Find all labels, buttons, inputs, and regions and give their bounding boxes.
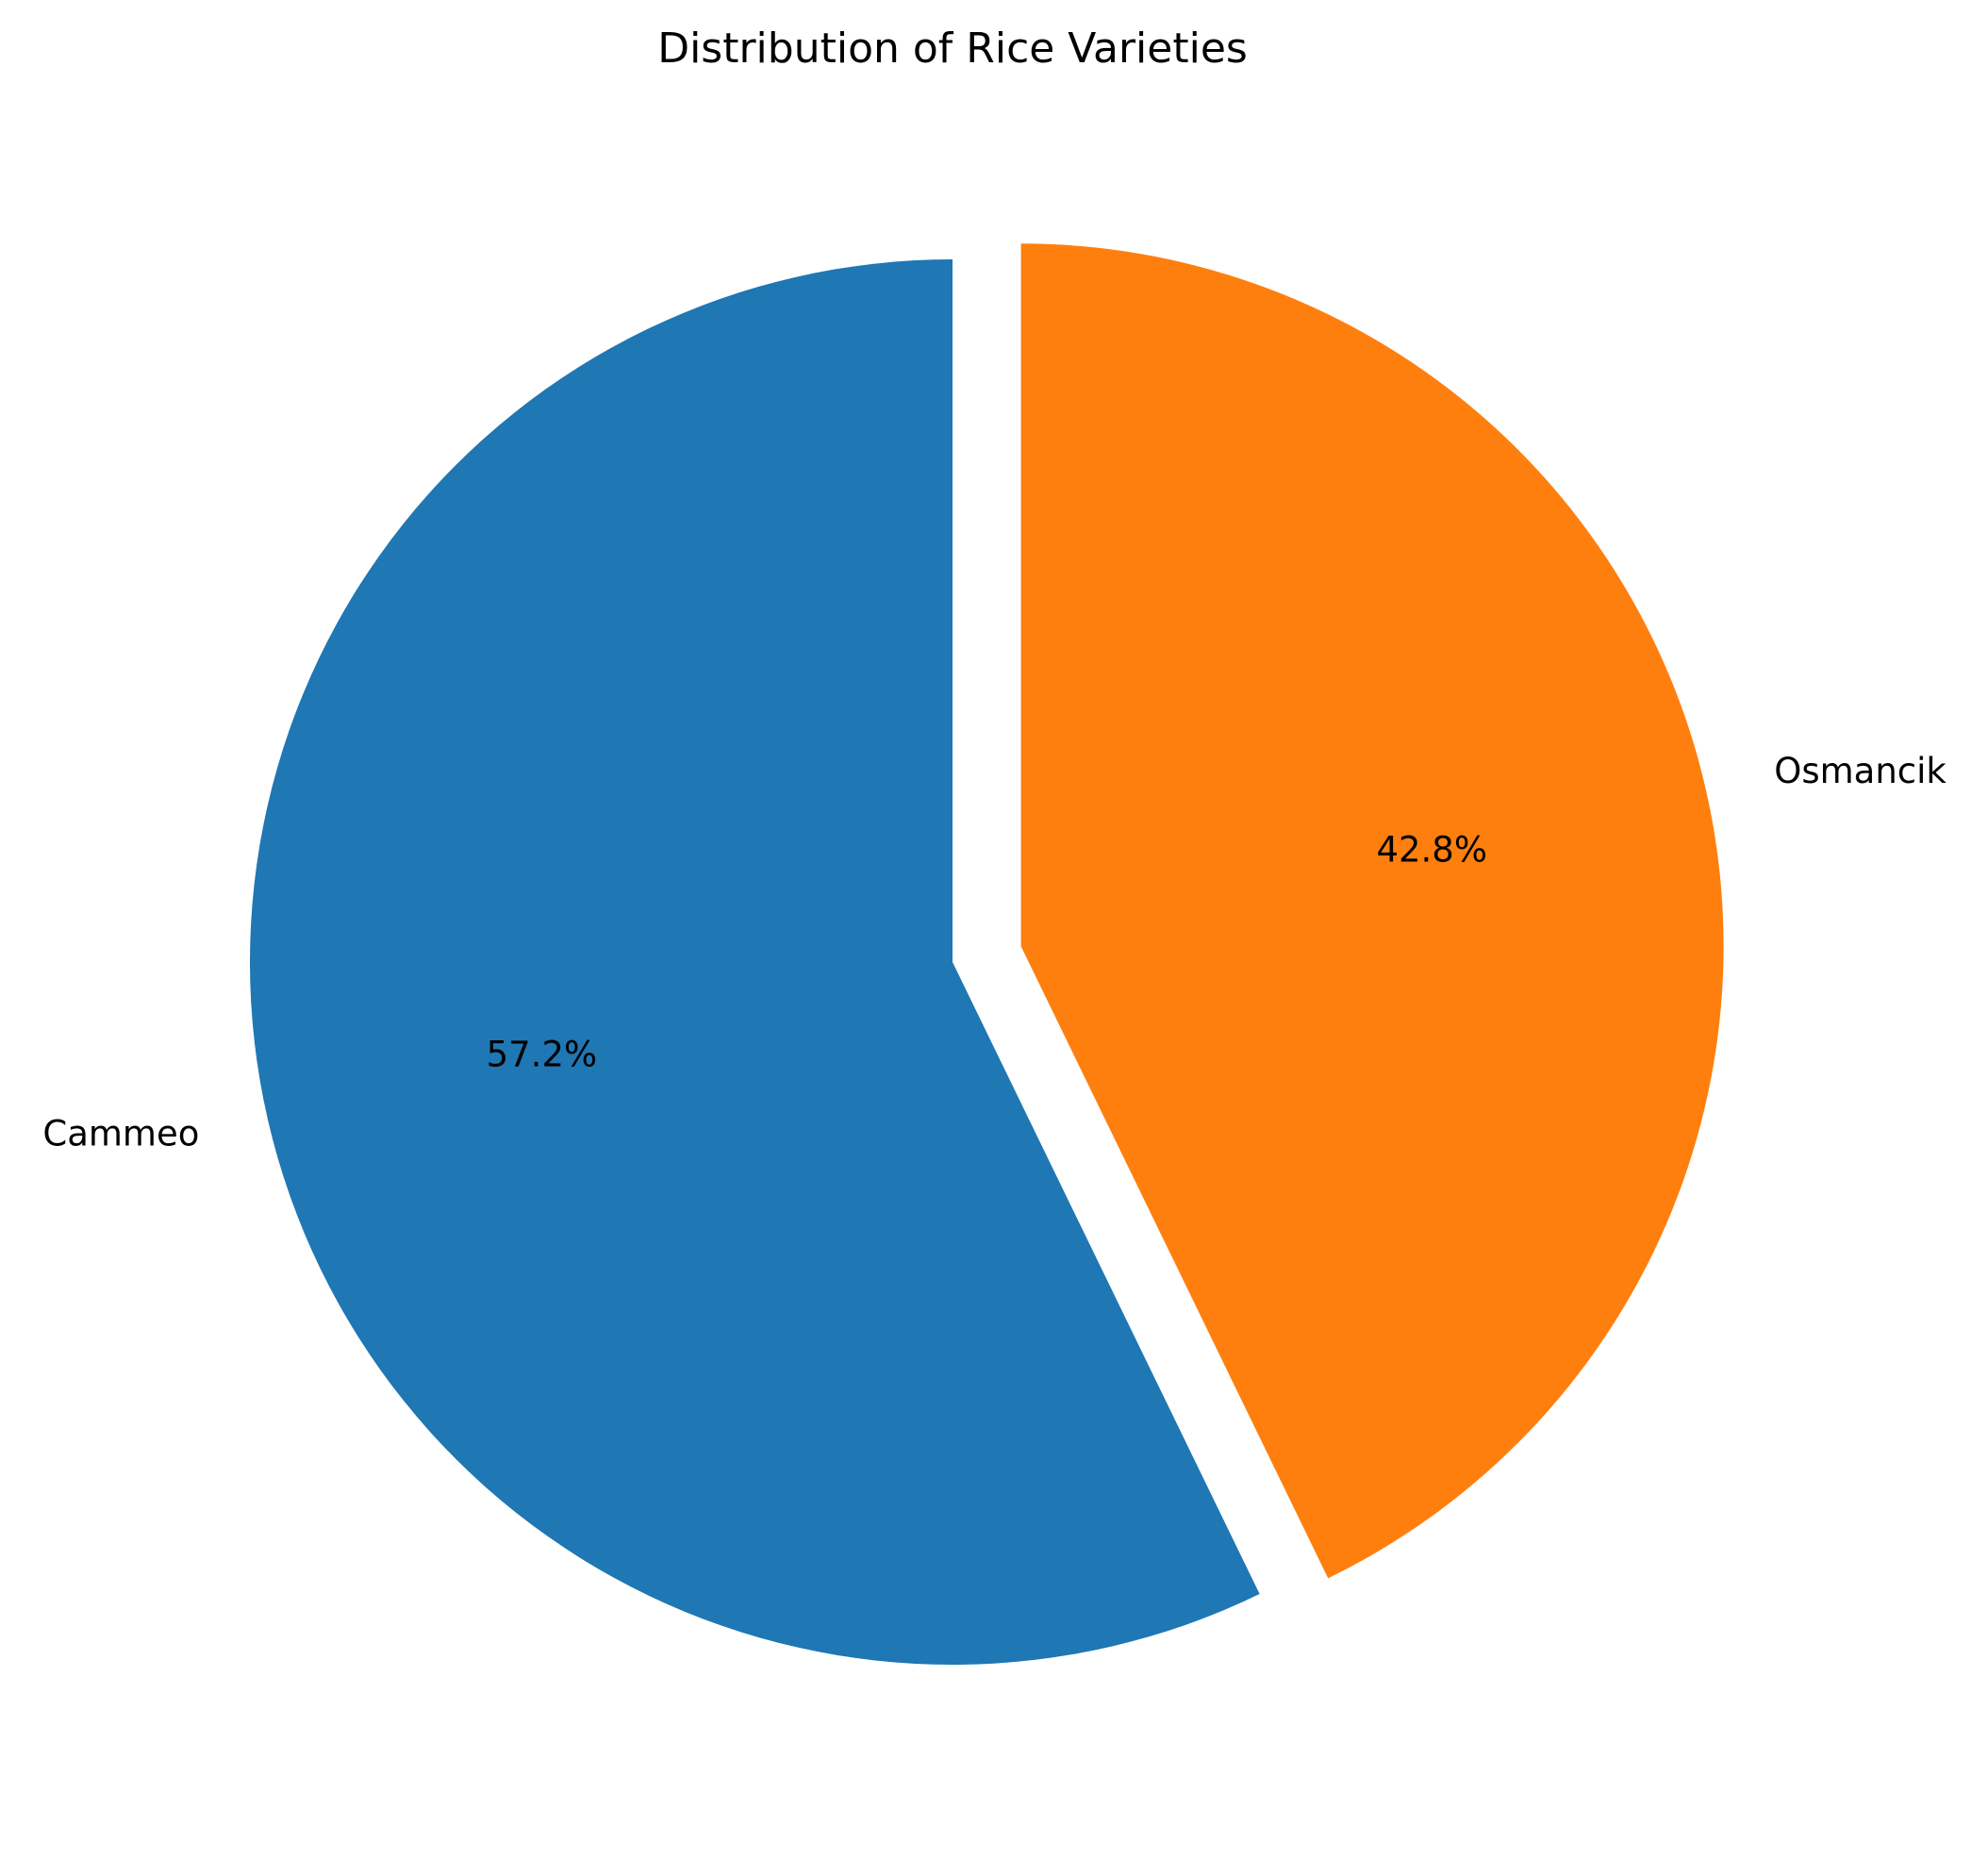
pie-slice-cammeo — [249, 259, 1260, 1666]
slice-label-cammeo: Cammeo — [42, 1113, 199, 1154]
slice-percentage-cammeo: 57.2% — [487, 1035, 598, 1075]
chart-title: Distribution of Rice Varieties — [657, 25, 1248, 73]
pie-slice-osmancik — [1020, 243, 1724, 1579]
slices-layer — [249, 243, 1724, 1666]
slice-percentage-osmancik: 42.8% — [1376, 830, 1487, 871]
slice-label-osmancik: Osmancik — [1774, 751, 1947, 791]
labels-layer: Cammeo 57.2% Osmancik 42.8% — [42, 751, 1947, 1154]
